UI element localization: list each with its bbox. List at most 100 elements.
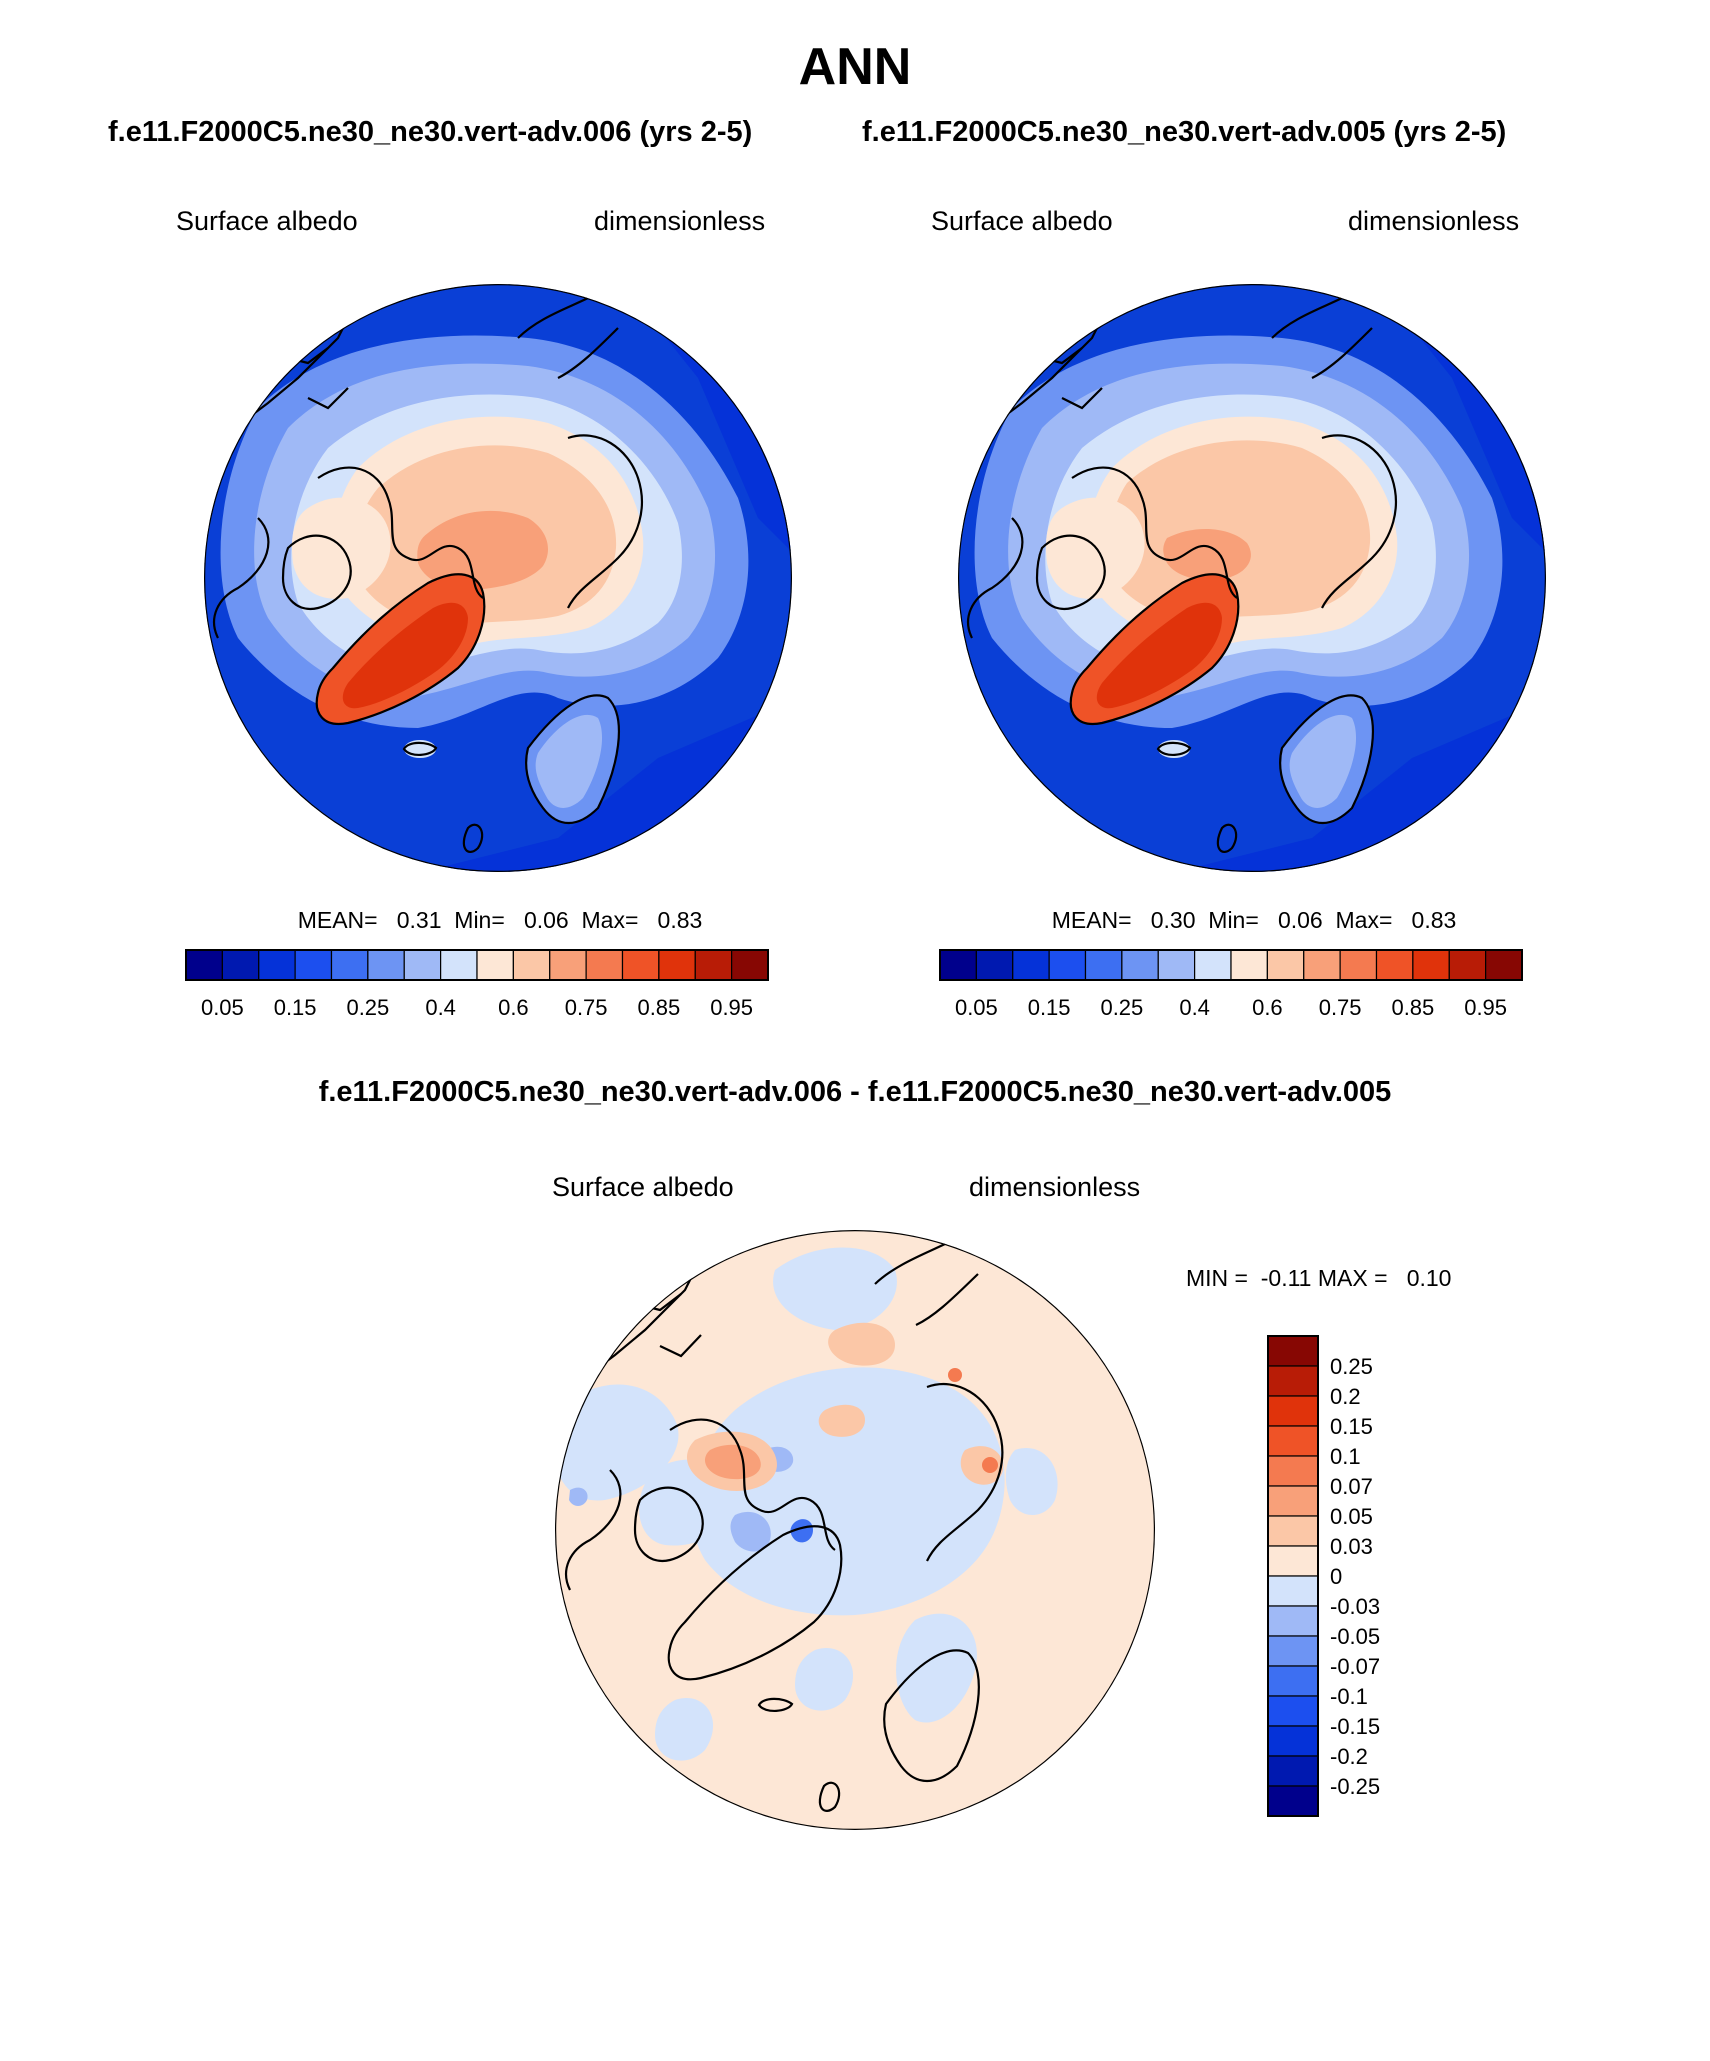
colorbar-tick-label: 0.85 bbox=[637, 995, 680, 1020]
subtitle-case-006: f.e11.F2000C5.ne30_ne30.vert-adv.006 (yr… bbox=[108, 116, 752, 148]
colorbar-tick-label: -0.03 bbox=[1330, 1594, 1380, 1619]
colorbar-tick-label: 0.07 bbox=[1330, 1474, 1373, 1499]
colorbar-swatch bbox=[694, 949, 733, 981]
colorbar-tick-label: 0.05 bbox=[955, 995, 998, 1020]
panel-a-polar-map bbox=[204, 284, 792, 872]
colorbar-swatch bbox=[1157, 949, 1196, 981]
colorbar-swatch bbox=[1012, 949, 1050, 981]
panel-b-stats: MEAN= 0.30 Min= 0.06 Max= 0.83 bbox=[1052, 907, 1457, 933]
colorbar-tick-label: 0.4 bbox=[425, 995, 456, 1020]
colorbar-swatch bbox=[1121, 949, 1159, 981]
colorbar-swatch bbox=[621, 949, 660, 981]
colorbar-swatch bbox=[330, 949, 369, 981]
colorbar-swatch bbox=[658, 949, 696, 981]
colorbar-swatch bbox=[1267, 1695, 1319, 1727]
colorbar-tick-label: 0.75 bbox=[1319, 995, 1362, 1020]
colorbar-tick-label: -0.1 bbox=[1330, 1684, 1368, 1709]
colorbar-swatch bbox=[512, 949, 551, 981]
panel-a-coastlines bbox=[213, 297, 643, 853]
colorbar-swatch bbox=[1267, 1395, 1319, 1427]
panel-a-stats: MEAN= 0.31 Min= 0.06 Max= 0.83 bbox=[298, 907, 703, 933]
colorbar-tick-label: 0.95 bbox=[710, 995, 753, 1020]
colorbar-swatch bbox=[1084, 949, 1123, 981]
colorbar-tick-label: 0.15 bbox=[274, 995, 317, 1020]
colorbar-swatch bbox=[1267, 1755, 1319, 1787]
colorbar-swatch bbox=[367, 949, 405, 981]
colorbar-tick-label: 0.95 bbox=[1464, 995, 1507, 1020]
colorbar-tick-label: 0.85 bbox=[1391, 995, 1434, 1020]
panel-case-005: Surface albedo dimensionless bbox=[931, 206, 1546, 1020]
colorbar-tick-label: 0.25 bbox=[1330, 1354, 1373, 1379]
colorbar-tick-label: 0.75 bbox=[565, 995, 608, 1020]
panel-b-units-label: dimensionless bbox=[1348, 206, 1519, 236]
colorbar-tick-label: 0.2 bbox=[1330, 1384, 1361, 1409]
colorbar-tick-label: -0.15 bbox=[1330, 1714, 1380, 1739]
panel-c-colorbar: 0.25 0.2 0.15 0.1 0.07 0.05 0.03 0 -0.03 -0.05 -0.… bbox=[1267, 1335, 1380, 1817]
colorbar-tick-label: 0.6 bbox=[1252, 995, 1283, 1020]
panel-c-units-label: dimensionless bbox=[969, 1172, 1140, 1202]
colorbar-tick-label: -0.05 bbox=[1330, 1624, 1380, 1649]
colorbar-tick-label: -0.07 bbox=[1330, 1654, 1380, 1679]
panel-c-stats: MIN = -0.11 MAX = 0.10 bbox=[1186, 1265, 1451, 1291]
colorbar-swatch bbox=[731, 949, 769, 981]
colorbar-swatch bbox=[1194, 949, 1232, 981]
colorbar-swatch bbox=[258, 949, 296, 981]
colorbar-tick-label: 0.6 bbox=[498, 995, 529, 1020]
colorbar-swatch bbox=[1267, 1425, 1319, 1457]
colorbar-swatch bbox=[1267, 1365, 1319, 1397]
colorbar-swatch bbox=[1267, 1635, 1319, 1667]
colorbar-swatch bbox=[1267, 1575, 1319, 1607]
subtitle-case-005: f.e11.F2000C5.ne30_ne30.vert-adv.005 (yr… bbox=[862, 116, 1506, 148]
colorbar-tick-label: -0.2 bbox=[1330, 1744, 1368, 1769]
colorbar-swatch bbox=[1267, 1605, 1319, 1637]
colorbar-swatch bbox=[1267, 1785, 1319, 1817]
colorbar-swatch bbox=[1267, 1665, 1319, 1697]
figure-title: ANN bbox=[799, 38, 912, 96]
panel-c-field bbox=[555, 1247, 1058, 1761]
panel-difference: Surface albedo dimensionless bbox=[552, 1172, 1451, 1830]
colorbar-swatch bbox=[1048, 949, 1087, 981]
panel-a-units-label: dimensionless bbox=[594, 206, 765, 236]
panel-case-006: Surface albedo dimensionless bbox=[176, 206, 792, 1020]
panel-c-polar-map bbox=[555, 1230, 1155, 1830]
colorbar-tick-label: 0.05 bbox=[1330, 1504, 1373, 1529]
panel-b-polar-map bbox=[958, 284, 1546, 872]
colorbar-swatch bbox=[1230, 949, 1268, 981]
colorbar-swatch bbox=[1485, 949, 1523, 981]
colorbar-swatch bbox=[1267, 1515, 1319, 1547]
colorbar-swatch bbox=[1267, 1455, 1319, 1487]
colorbar-swatch bbox=[403, 949, 442, 981]
panel-c-variable-label: Surface albedo bbox=[552, 1172, 734, 1202]
colorbar-swatch bbox=[476, 949, 514, 981]
colorbar-swatch bbox=[1266, 949, 1305, 981]
colorbar-swatch bbox=[1267, 1335, 1319, 1367]
colorbar-swatch bbox=[440, 949, 478, 981]
colorbar-swatch bbox=[975, 949, 1014, 981]
colorbar-tick-label: 0.03 bbox=[1330, 1534, 1373, 1559]
colorbar-swatch bbox=[1375, 949, 1414, 981]
colorbar-swatch bbox=[585, 949, 624, 981]
colorbar-tick-label: 0.25 bbox=[1100, 995, 1143, 1020]
difference-title: f.e11.F2000C5.ne30_ne30.vert-adv.006 - f… bbox=[319, 1076, 1392, 1108]
panel-a-variable-label: Surface albedo bbox=[176, 206, 358, 236]
colorbar-swatch bbox=[221, 949, 260, 981]
colorbar-swatch bbox=[939, 949, 977, 981]
colorbar-swatch bbox=[549, 949, 587, 981]
colorbar-swatch bbox=[1412, 949, 1450, 981]
colorbar-swatch bbox=[1339, 949, 1378, 981]
colorbar-swatch bbox=[1267, 1725, 1319, 1757]
colorbar-tick-label: 0.25 bbox=[346, 995, 389, 1020]
panel-a-field bbox=[204, 284, 792, 872]
colorbar-tick-label: 0.1 bbox=[1330, 1444, 1361, 1469]
panel-c-coastlines bbox=[565, 1242, 1004, 1812]
panel-b-colorbar: 0.05 0.15 0.25 0.4 0.6 0.75 0.85 0.95 bbox=[939, 949, 1523, 1020]
colorbar-swatch bbox=[294, 949, 333, 981]
colorbar-tick-label: -0.25 bbox=[1330, 1774, 1380, 1799]
colorbar-tick-label: 0 bbox=[1330, 1564, 1342, 1589]
colorbar-swatch bbox=[1267, 1485, 1319, 1517]
colorbar-tick-label: 0.15 bbox=[1330, 1414, 1373, 1439]
colorbar-tick-label: 0.15 bbox=[1028, 995, 1071, 1020]
colorbar-tick-label: 0.05 bbox=[201, 995, 244, 1020]
colorbar-swatch bbox=[1303, 949, 1341, 981]
colorbar-swatch bbox=[1267, 1545, 1319, 1577]
